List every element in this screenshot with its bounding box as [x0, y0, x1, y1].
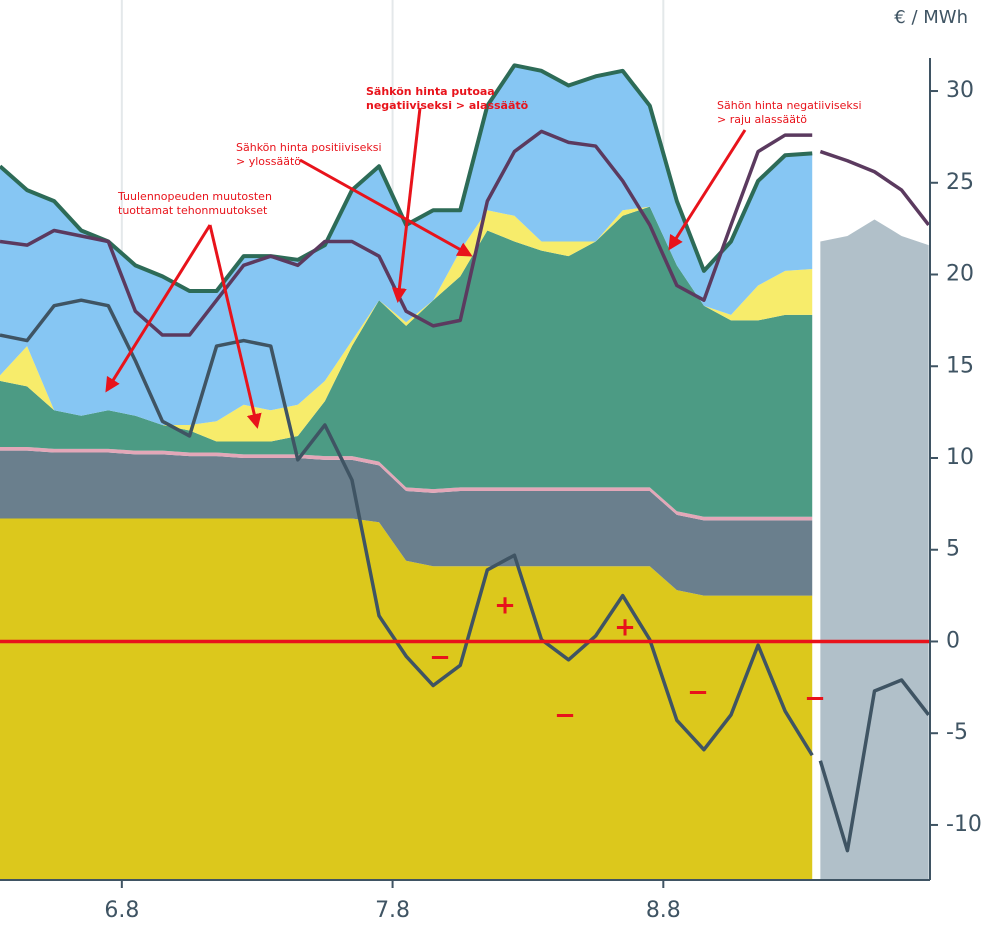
- area: [820, 219, 929, 880]
- line: [0, 129, 813, 337]
- y-tick-label: 30: [946, 78, 974, 103]
- x-tick-label: 8.8: [646, 898, 681, 923]
- unit-label: € / MWh: [894, 7, 968, 28]
- annotation-text: > ylossäätö: [236, 155, 301, 168]
- y-tick-label: 25: [946, 170, 974, 195]
- area: [0, 206, 813, 517]
- line: [0, 298, 814, 757]
- y-tick-label: -5: [946, 720, 968, 745]
- annotation-text: Tuulennopeuden muutosten: [117, 190, 272, 203]
- y-tick-label: 10: [946, 445, 974, 470]
- sign: −: [554, 701, 576, 731]
- sign: −: [687, 678, 709, 708]
- y-tick-label: -10: [946, 812, 982, 837]
- lines: [0, 129, 931, 853]
- axes: 6.8 7.8 8.8 30 25 20 15 10 5 0 -5 -10: [0, 58, 982, 923]
- area: [0, 450, 813, 596]
- y-tick-label: 20: [946, 262, 974, 287]
- sign: +: [614, 613, 636, 643]
- sign: +: [494, 591, 516, 621]
- arrow: [668, 129, 747, 251]
- arrow: [105, 224, 212, 393]
- annotation-text: negatiiviseksi > alassäätö: [366, 99, 529, 112]
- annotation-text: tuottamat tehonmuutokset: [118, 204, 268, 217]
- line: [819, 149, 931, 227]
- sign: −: [804, 684, 826, 714]
- arrow: [299, 158, 473, 257]
- areas: [0, 63, 929, 880]
- y-tick-label: 15: [946, 353, 974, 378]
- sign: −: [429, 643, 451, 673]
- line: [818, 678, 931, 853]
- annotation-text: Sähön hinta negatiiviseksi: [717, 99, 862, 112]
- annotation-text: Sähkön hinta positiiviseksi: [236, 141, 382, 154]
- annotation-text: Sähkön hinta putoaa: [366, 85, 495, 98]
- annotation-text: > raju alassäätö: [717, 113, 807, 126]
- y-tick-label: 0: [946, 628, 960, 653]
- x-tick-label: 6.8: [104, 898, 139, 923]
- x-tick-label: 7.8: [375, 898, 410, 923]
- arrow: [391, 107, 422, 303]
- y-tick-label: 5: [946, 537, 960, 562]
- arrow: [208, 224, 262, 429]
- area: [0, 206, 813, 442]
- area: [0, 518, 813, 880]
- area: [0, 65, 813, 425]
